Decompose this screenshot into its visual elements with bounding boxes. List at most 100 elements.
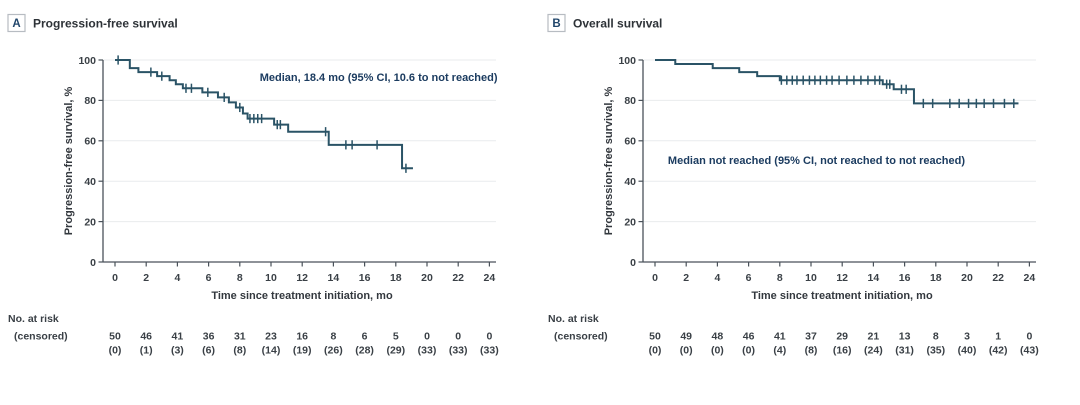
censored-value: (28) (355, 345, 374, 357)
risk-table-label: No. at risk (8, 313, 59, 325)
at-risk-value: 21 (868, 331, 880, 343)
censored-value: (4) (773, 345, 786, 357)
x-tick-label: 4 (714, 272, 720, 284)
median-annotation: Median, 18.4 mo (95% CI, 10.6 to not rea… (260, 72, 498, 84)
risk-table-censored-label: (censored) (554, 331, 608, 343)
x-tick-label: 14 (328, 272, 340, 284)
at-risk-value: 46 (140, 331, 152, 343)
panel-tag: B (552, 18, 560, 30)
censored-value: (29) (386, 345, 405, 357)
censored-value: (6) (202, 345, 215, 357)
panel-title: Progression-free survival (33, 17, 178, 31)
y-tick-label: 40 (624, 176, 636, 188)
plot-area-a: 020406080100050(0)246(1)441(3)636(6)831(… (78, 55, 498, 357)
censored-value: (26) (324, 345, 343, 357)
censored-value: (0) (742, 345, 755, 357)
panel-tag: A (12, 18, 20, 30)
censored-value: (8) (233, 345, 246, 357)
at-risk-value: 0 (486, 331, 492, 343)
y-axis-label: Progression-free survival, % (603, 87, 615, 236)
y-tick-label: 0 (90, 257, 96, 269)
at-risk-value: 5 (393, 331, 399, 343)
x-tick-label: 10 (805, 272, 817, 284)
censored-value: (0) (649, 345, 662, 357)
censored-value: (31) (895, 345, 914, 357)
at-risk-value: 48 (712, 331, 724, 343)
x-tick-label: 0 (652, 272, 658, 284)
panel-title: Overall survival (573, 17, 662, 31)
censored-value: (33) (449, 345, 468, 357)
y-tick-label: 40 (84, 176, 96, 188)
censored-value: (16) (833, 345, 852, 357)
x-tick-label: 18 (390, 272, 402, 284)
y-tick-label: 100 (78, 55, 96, 67)
x-tick-label: 22 (452, 272, 464, 284)
at-risk-value: 41 (172, 331, 184, 343)
x-tick-label: 12 (836, 272, 848, 284)
y-tick-label: 0 (630, 257, 636, 269)
x-tick-label: 16 (899, 272, 911, 284)
x-tick-label: 6 (206, 272, 212, 284)
at-risk-value: 46 (743, 331, 755, 343)
os-chart: B Overall survival Progression-free surv… (547, 13, 1039, 357)
censored-value: (35) (926, 345, 945, 357)
at-risk-value: 8 (933, 331, 939, 343)
at-risk-value: 37 (805, 331, 817, 343)
y-tick-label: 60 (624, 136, 636, 148)
at-risk-value: 0 (1026, 331, 1032, 343)
at-risk-value: 50 (649, 331, 661, 343)
x-tick-label: 24 (1024, 272, 1036, 284)
x-axis-label: Time since treatment initiation, mo (751, 290, 933, 302)
x-tick-label: 8 (237, 272, 243, 284)
censored-value: (8) (805, 345, 818, 357)
panel-tag-box (7, 13, 26, 33)
x-tick-label: 0 (112, 272, 118, 284)
censored-value: (40) (958, 345, 977, 357)
x-tick-label: 14 (868, 272, 880, 284)
x-tick-label: 20 (421, 272, 433, 284)
y-tick-label: 20 (624, 216, 636, 228)
x-tick-label: 8 (777, 272, 783, 284)
censored-value: (43) (1020, 345, 1039, 357)
x-tick-label: 18 (930, 272, 942, 284)
at-risk-value: 3 (964, 331, 970, 343)
at-risk-value: 16 (296, 331, 308, 343)
at-risk-value: 23 (265, 331, 277, 343)
censored-value: (33) (480, 345, 499, 357)
censored-value: (19) (293, 345, 312, 357)
panel-a: A Progression-free survival Progression-… (0, 0, 540, 400)
y-tick-label: 80 (84, 95, 96, 107)
at-risk-value: 29 (836, 331, 848, 343)
at-risk-value: 36 (203, 331, 215, 343)
at-risk-value: 41 (774, 331, 786, 343)
x-tick-label: 10 (265, 272, 277, 284)
x-tick-label: 2 (683, 272, 689, 284)
plot-area-b: 020406080100050(0)249(0)448(0)646(0)841(… (618, 55, 1038, 357)
at-risk-value: 50 (109, 331, 121, 343)
at-risk-value: 0 (424, 331, 430, 343)
censored-value: (0) (680, 345, 693, 357)
censored-value: (14) (262, 345, 281, 357)
at-risk-value: 1 (995, 331, 1001, 343)
at-risk-value: 6 (362, 331, 368, 343)
x-tick-label: 4 (174, 272, 180, 284)
at-risk-value: 31 (234, 331, 246, 343)
y-tick-label: 100 (618, 55, 636, 67)
at-risk-value: 49 (680, 331, 692, 343)
y-tick-label: 60 (84, 136, 96, 148)
panel-b: B Overall survival Progression-free surv… (540, 0, 1080, 400)
y-axis-label: Progression-free survival, % (63, 87, 75, 236)
y-tick-label: 80 (624, 95, 636, 107)
x-tick-label: 16 (359, 272, 371, 284)
censored-value: (0) (711, 345, 724, 357)
x-tick-label: 24 (484, 272, 496, 284)
censored-value: (33) (418, 345, 437, 357)
median-annotation: Median not reached (95% CI, not reached … (668, 155, 965, 167)
pfs-chart: A Progression-free survival Progression-… (7, 13, 499, 357)
censored-value: (0) (109, 345, 122, 357)
at-risk-value: 0 (455, 331, 461, 343)
censored-value: (24) (864, 345, 883, 357)
x-tick-label: 12 (296, 272, 308, 284)
risk-table-censored-label: (censored) (14, 331, 68, 343)
